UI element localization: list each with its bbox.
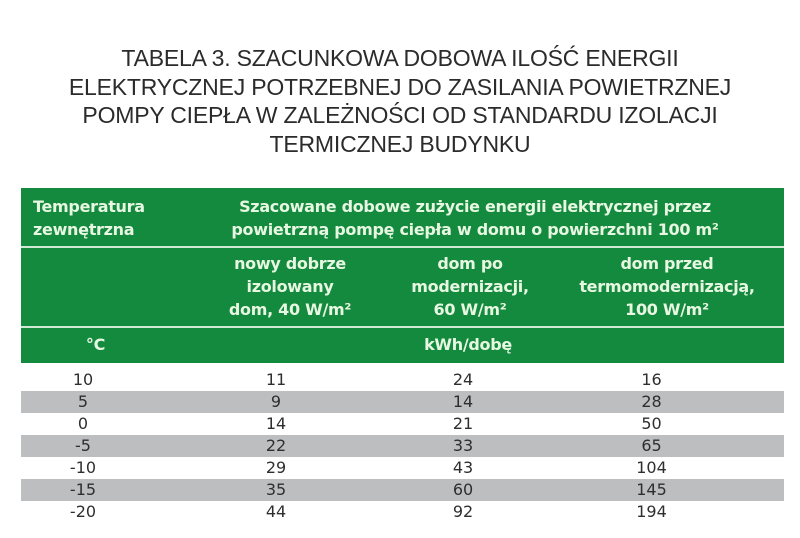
header-span-line: powietrzną pompę ciepła w domu o powierz…	[231, 220, 719, 239]
table-caption: TABELA 3. SZACUNKOWA DOBOWA ILOŚĆ ENERGI…	[0, 44, 800, 158]
cell-new-insulated: 14	[265, 414, 287, 433]
cell-modernized: 92	[452, 502, 474, 521]
cell-new-insulated: 22	[265, 436, 287, 455]
header-row-columns: nowy dobrze izolowany dom, 40 W/m² dom p…	[21, 248, 784, 328]
header-col-line: termomodernizacją,	[579, 277, 755, 296]
caption-line: ELEKTRYCZNEJ POTRZEBNEJ DO ZASILANIA POW…	[68, 73, 732, 100]
table-row: 0 14 21 50	[21, 413, 784, 435]
table-header: Temperatura zewnętrzna Szacowane dobowe …	[21, 188, 784, 363]
caption-line: TABELA 3. SZACUNKOWA DOBOWA ILOŚĆ ENERGI…	[121, 45, 679, 71]
table-row: -5 22 33 65	[21, 435, 784, 457]
header-col-line: dom przed	[620, 254, 714, 273]
caption-line: POMPY CIEPŁA W ZALEŻNOŚCI OD STANDARDU I…	[82, 102, 718, 128]
cell-before-modernization: 65	[641, 436, 662, 455]
header-col-line: modernizacji,	[411, 277, 529, 296]
cell-new-insulated: 29	[265, 458, 287, 477]
cell-before-modernization: 16	[641, 370, 662, 389]
header-energy-span: Szacowane dobowe zużycie energii elektry…	[180, 188, 784, 246]
cell-modernized: 14	[452, 392, 474, 411]
cell-temperature: 5	[77, 392, 89, 411]
cell-temperature: -15	[69, 480, 97, 499]
header-row-labels: Temperatura zewnętrzna Szacowane dobowe …	[21, 188, 784, 248]
cell-new-insulated: 44	[265, 502, 287, 521]
table-body: 10 11 24 16 5 9 14 28 0 14 21 50 -5 22 3…	[21, 369, 784, 523]
cell-before-modernization: 50	[641, 414, 662, 433]
table-row: -15 35 60 145	[21, 479, 784, 501]
table-row: -20 44 92 194	[21, 501, 784, 523]
cell-temperature: 0	[77, 414, 89, 433]
table-row: -10 29 43 104	[21, 457, 784, 479]
caption-line: TERMICZNEJ BUDYNKU	[269, 130, 531, 157]
header-col-modernized: dom po modernizacji, 60 W/m²	[390, 248, 550, 326]
header-col-line: 100 W/m²	[625, 300, 709, 319]
cell-new-insulated: 9	[270, 392, 282, 411]
cell-modernized: 24	[452, 370, 474, 389]
table-row: 5 9 14 28	[21, 391, 784, 413]
table-row: 10 11 24 16	[21, 369, 784, 391]
header-col-line: izolowany	[246, 277, 334, 296]
cell-new-insulated: 35	[265, 480, 287, 499]
cell-before-modernization: 28	[641, 392, 662, 411]
cell-temperature: -5	[75, 436, 91, 455]
header-temperature-line: zewnętrzna	[33, 220, 135, 239]
cell-before-modernization: 145	[636, 480, 667, 499]
header-col-line: dom, 40 W/m²	[228, 300, 352, 319]
header-empty	[21, 248, 180, 326]
cell-before-modernization: 194	[636, 502, 667, 521]
cell-temperature: -20	[69, 502, 97, 521]
energy-consumption-table: Temperatura zewnętrzna Szacowane dobowe …	[21, 188, 784, 523]
header-span-line: Szacowane dobowe zużycie energii elektry…	[239, 197, 711, 216]
header-col-line: 60 W/m²	[433, 300, 507, 319]
unit-temperature: °C	[85, 335, 106, 354]
cell-temperature: 10	[72, 370, 94, 389]
cell-modernized: 43	[452, 458, 474, 477]
header-col-before-modernization: dom przed termomodernizacją, 100 W/m²	[550, 248, 784, 326]
cell-before-modernization: 104	[636, 458, 667, 477]
header-temperature: Temperatura zewnętrzna	[21, 188, 180, 246]
header-col-line: dom po	[437, 254, 503, 273]
header-row-units: °C kWh/dobę	[21, 328, 784, 363]
unit-energy: kWh/dobę	[424, 335, 512, 354]
cell-temperature: -10	[69, 458, 97, 477]
cell-modernized: 33	[452, 436, 474, 455]
header-temperature-line: Temperatura	[33, 197, 145, 216]
header-col-new-insulated: nowy dobrze izolowany dom, 40 W/m²	[180, 248, 390, 326]
header-col-line: nowy dobrze	[234, 254, 346, 273]
cell-new-insulated: 11	[265, 370, 287, 389]
cell-modernized: 21	[452, 414, 474, 433]
cell-modernized: 60	[452, 480, 474, 499]
